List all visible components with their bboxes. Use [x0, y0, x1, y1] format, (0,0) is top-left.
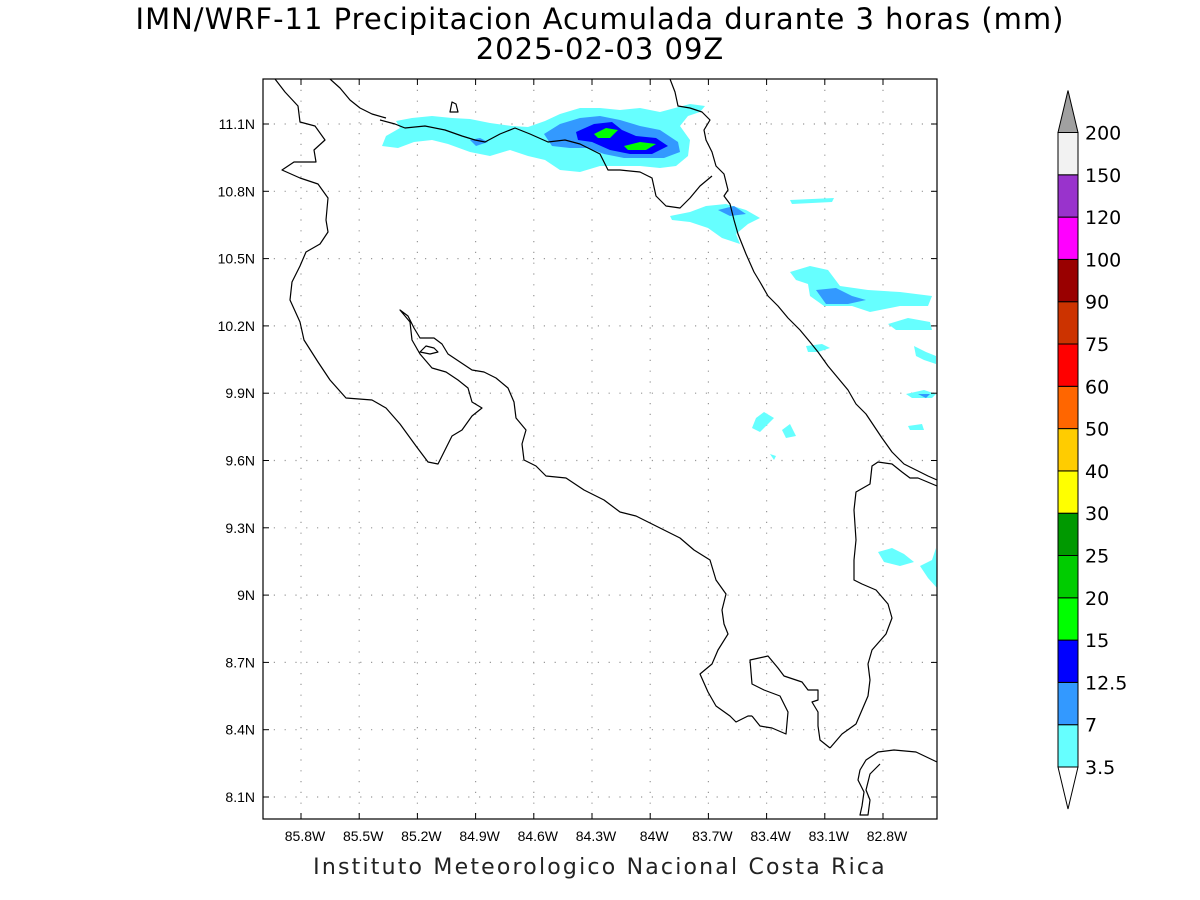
map-title: IMN/WRF-11 Precipitacion Acumulada duran… — [135, 2, 1065, 36]
colorbar-label: 60 — [1085, 376, 1109, 398]
precip-cell-central-2 — [782, 424, 796, 438]
lat-tick-label: 9.6N — [225, 453, 255, 469]
colorbar-swatch — [1057, 597, 1079, 641]
map-grid — [263, 79, 937, 819]
map-datetime: 2025-02-03 09Z — [475, 32, 725, 66]
precip-cell-south-2 — [920, 548, 937, 588]
colorbar-label: 20 — [1085, 588, 1109, 610]
colorbar-swatch — [1057, 258, 1079, 303]
lon-tick-label: 85.5W — [343, 828, 384, 844]
lon-tick-label: 84.6W — [518, 828, 559, 844]
coastline-borders — [274, 79, 937, 816]
lat-tick-label: 10.2N — [218, 318, 255, 334]
precip-core-east-7 — [816, 288, 866, 304]
golfo-dulce-panama-coast — [829, 461, 937, 749]
colorbar-swatch — [1057, 343, 1079, 387]
colorbar-label: 25 — [1085, 546, 1109, 568]
colorbar-swatch — [1057, 470, 1079, 514]
bahia-salinas-inlet — [329, 79, 387, 119]
colorbar: 3.5 7 12.5 15 20 25 30 40 50 60 75 90 100 120 150 200 — [1057, 90, 1127, 810]
lon-tick-label: 84.3W — [576, 828, 617, 844]
panama-south-coast — [857, 749, 937, 816]
lon-tick-label: 84.9W — [459, 828, 500, 844]
colorbar-swatch — [1057, 512, 1079, 557]
lat-tick-label: 10.8N — [218, 183, 255, 199]
precip-cell-east-7 — [908, 424, 924, 430]
lat-tick-label: 8.7N — [225, 654, 255, 670]
colorbar-swatch — [1057, 132, 1079, 176]
colorbar-label: 100 — [1085, 249, 1121, 271]
colorbar-label: 120 — [1085, 207, 1121, 229]
colorbar-label: 30 — [1085, 503, 1109, 525]
colorbar-label: 75 — [1085, 334, 1109, 356]
precip-cell-east-5 — [914, 346, 936, 364]
colorbar-over-arrow — [1057, 90, 1079, 133]
pacific-northwest-coast — [274, 79, 752, 723]
precip-core-east-7b — [918, 394, 930, 398]
lat-tick-label: 8.4N — [225, 722, 255, 738]
osa-peninsula-coast — [749, 655, 831, 749]
colorbar-swatch — [1057, 428, 1079, 472]
longitude-axis: 85.8W 85.5W 85.2W 84.9W 84.6W 84.3W 84W 83.7W 83… — [285, 79, 908, 844]
lat-tick-label: 10.5N — [218, 251, 255, 267]
lat-tick-label: 9.3N — [225, 520, 255, 536]
credit-footer: Instituto Meteorologico Nacional Costa R… — [313, 855, 887, 880]
colorbar-label: 40 — [1085, 461, 1109, 483]
colorbar-swatch — [1057, 639, 1079, 683]
colorbar-swatch — [1057, 216, 1079, 260]
lat-tick-label: 8.1N — [225, 789, 255, 805]
lat-tick-label: 11.1N — [219, 116, 255, 132]
colorbar-label: 3.5 — [1085, 757, 1115, 779]
precip-core-north-15b — [624, 142, 656, 150]
lon-tick-label: 83.7W — [692, 828, 733, 844]
lon-tick-label: 83.4W — [750, 828, 791, 844]
precip-cell-east-3 — [888, 318, 932, 330]
lake-island — [449, 101, 459, 113]
colorbar-swatch — [1057, 385, 1079, 430]
nicaragua-border — [379, 119, 713, 209]
lon-tick-label: 84W — [640, 828, 670, 844]
colorbar-under-arrow — [1057, 766, 1079, 810]
precip-cell-east-1 — [790, 198, 834, 204]
colorbar-swatch — [1057, 724, 1079, 768]
lat-tick-label: 9.9N — [225, 385, 255, 401]
precip-cell-central-3 — [770, 454, 776, 460]
colorbar-swatch — [1057, 174, 1079, 218]
map-frame — [262, 78, 938, 820]
map-background — [263, 79, 937, 819]
precipitation-field — [382, 104, 937, 588]
chira-island — [419, 345, 439, 355]
precip-cell-east-4 — [806, 344, 830, 352]
lon-tick-label: 85.8W — [285, 828, 326, 844]
colorbar-label: 7 — [1085, 715, 1097, 737]
precip-cell-south-1 — [878, 548, 914, 566]
lon-tick-label: 83.1W — [809, 828, 850, 844]
precip-cell-central-1 — [752, 412, 774, 432]
colorbar-swatch — [1057, 301, 1079, 345]
latitude-axis: 11.1N 10.8N 10.5N 10.2N 9.9N 9.6N 9.3N 9N 8.7N 8.… — [218, 116, 937, 805]
lat-tick-label: 9N — [237, 587, 255, 603]
lon-tick-label: 82.8W — [867, 828, 908, 844]
colorbar-label: 200 — [1085, 123, 1121, 145]
colorbar-swatch — [1057, 555, 1079, 599]
colorbar-label: 12.5 — [1085, 672, 1127, 694]
lon-tick-label: 85.2W — [401, 828, 442, 844]
precip-core-north-15a — [594, 128, 618, 138]
colorbar-label: 90 — [1085, 292, 1109, 314]
colorbar-label: 150 — [1085, 165, 1121, 187]
colorbar-label: 15 — [1085, 630, 1109, 652]
colorbar-swatch — [1057, 681, 1079, 726]
colorbar-label: 50 — [1085, 419, 1109, 441]
caribbean-coast — [669, 79, 937, 481]
